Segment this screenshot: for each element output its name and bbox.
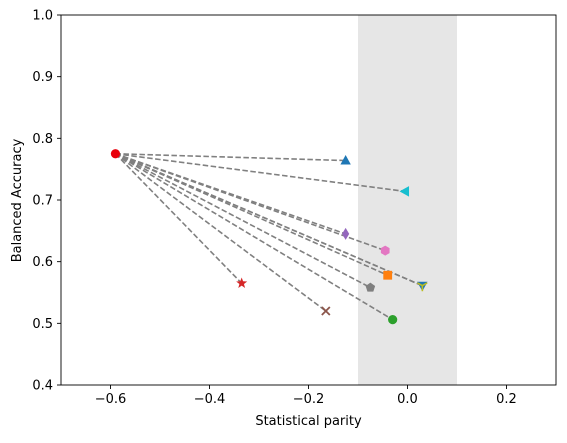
y-tick-label-4: 0.8 — [32, 132, 53, 147]
x-axis-label: Statistical parity — [255, 414, 362, 429]
data-point-10 — [388, 315, 398, 325]
x-tick-label-1: −0.4 — [194, 392, 226, 407]
y-axis-label: Balanced Accuracy — [10, 138, 25, 262]
data-point-2 — [342, 227, 350, 240]
x-tick-label-2: −0.2 — [293, 392, 325, 407]
y-tick-label-1: 0.5 — [32, 317, 53, 332]
y-tick-label-6: 1.0 — [32, 9, 53, 24]
x-tick-label-3: 0.0 — [397, 392, 418, 407]
x-tick-label-0: −0.6 — [95, 392, 127, 407]
data-point-4 — [383, 270, 393, 280]
y-tick-label-2: 0.6 — [32, 255, 53, 270]
data-point-9 — [321, 306, 331, 316]
data-point-6 — [417, 282, 428, 292]
y-tick-label-3: 0.7 — [32, 194, 53, 209]
connector-lines-layer — [114, 152, 423, 321]
connector-line-9 — [114, 153, 327, 312]
shaded-band — [358, 15, 457, 385]
y-tick-label-5: 0.9 — [32, 70, 53, 85]
data-point-9-stroke-b — [321, 306, 331, 316]
x-tick-label-4: 0.2 — [496, 392, 517, 407]
connector-line-10 — [115, 153, 394, 321]
data-point-3 — [380, 245, 390, 256]
axes-layer: −0.6 −0.4 −0.2 0.0 0.2 0.4 0.5 0.6 0.7 0.8 0.9 1.0 — [32, 9, 557, 407]
data-point-7 — [365, 282, 376, 292]
data-point-6-arm-b — [417, 282, 423, 287]
y-tick-label-0: 0.4 — [32, 379, 53, 394]
connector-line-1 — [115, 152, 406, 193]
data-point-1 — [399, 186, 410, 197]
shaded-band-layer — [358, 15, 457, 385]
data-point-6-arm-c — [421, 282, 428, 287]
origin-point — [110, 149, 121, 159]
data-point-8 — [236, 277, 248, 288]
connector-line-0 — [115, 152, 346, 162]
data-point-0 — [340, 155, 351, 165]
connector-line-8 — [114, 153, 243, 284]
points-layer — [110, 149, 428, 325]
